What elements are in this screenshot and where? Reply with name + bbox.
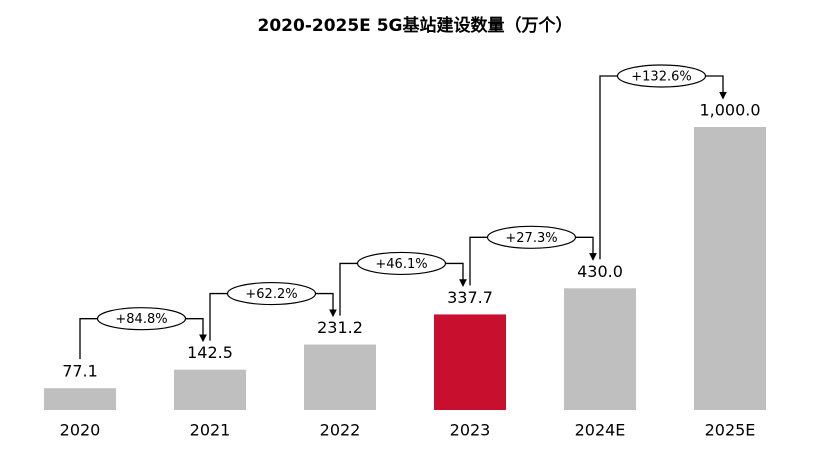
growth-bubble [486,225,577,249]
bar [44,388,116,410]
x-tick-label: 2024E [575,421,626,440]
value-label: 77.1 [62,362,98,381]
x-tick-label: 2022 [320,421,361,440]
value-label: 337.7 [447,288,493,307]
growth-label: +132.6% [631,70,691,85]
growth-bubble [356,251,447,276]
bar [174,369,246,410]
growth-bubble [616,64,707,88]
growth-label: +62.2% [245,287,297,302]
bar [564,288,636,410]
bar [304,344,376,410]
value-label: 1,000.0 [699,101,760,120]
growth-label: +84.8% [115,312,167,327]
x-tick-label: 2025E [705,421,756,440]
x-tick-label: 2020 [60,421,101,440]
x-tick-label: 2021 [190,421,231,440]
bar [694,127,766,410]
value-label: 231.2 [317,318,363,337]
growth-label: +46.1% [375,257,427,272]
bar [434,314,506,410]
chart-title: 2020-2025E 5G基站建设数量（万个） [258,15,573,36]
growth-label: +27.3% [505,231,557,246]
value-label: 430.0 [577,262,623,281]
value-label: 142.5 [187,343,233,362]
growth-bubble [226,281,317,306]
growth-bubble [96,307,187,331]
x-tick-label: 2023 [450,421,491,440]
